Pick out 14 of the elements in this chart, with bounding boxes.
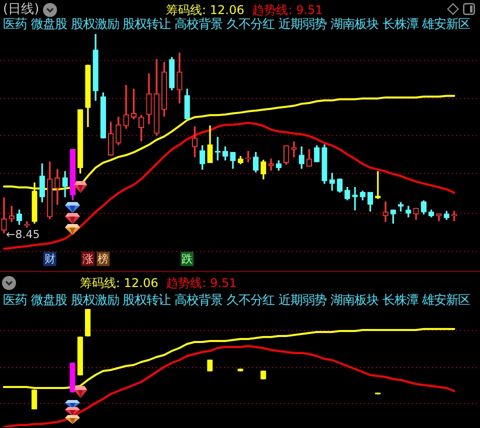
x-tick-label: 财 [44,252,56,266]
candlestick [291,141,297,158]
text: 筹码线: 12.06 [80,276,158,290]
text: 筹码线: 12.06 [166,3,244,17]
text: 趋势线: 9.51 [252,3,323,17]
text: 趋势线: 9.51 [166,276,237,290]
text: 医药 微盘股 股权激励 股权转让 高校背景 久不分红 近期弱势 湖南板块 长株潭 雄安新区 [3,17,470,32]
text: 医药 微盘股 股权激励 股权转让 高校背景 久不分红 近期弱势 湖南板块 长株潭 雄安新区 [3,293,470,308]
x-tick-label: 跌 [182,252,193,266]
annotation: ←8.45 [6,228,40,241]
candlestick [382,202,388,222]
chart-title: (日线) [3,2,40,17]
x-tick-label: 涨 [82,252,94,266]
x-tick-label: 榜 [98,252,109,266]
